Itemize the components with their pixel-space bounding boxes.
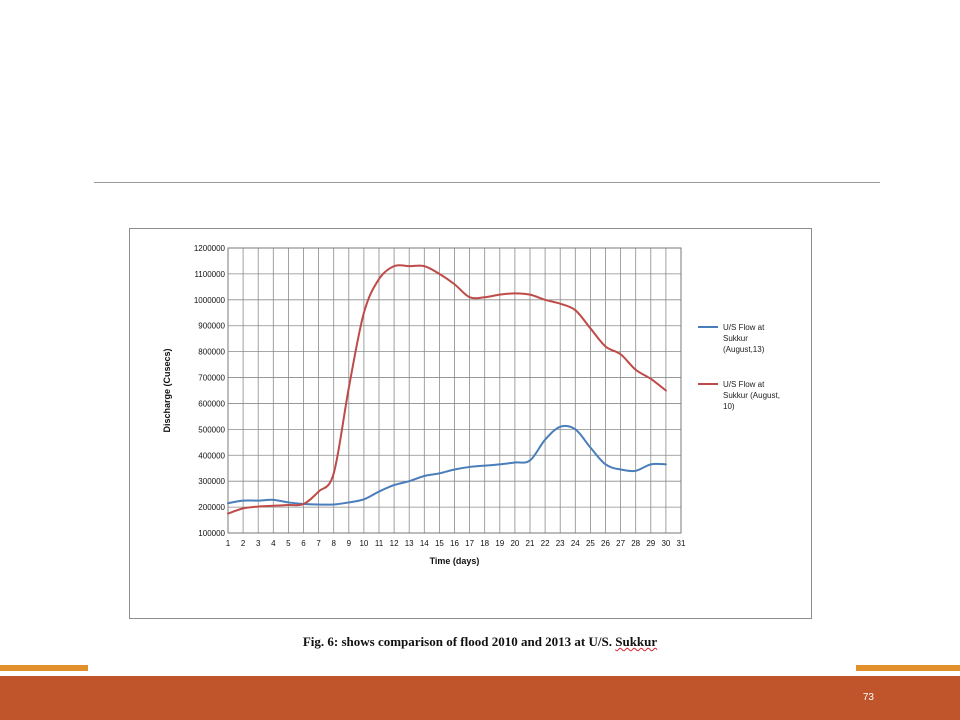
x-tick-label: 3 [256, 539, 261, 548]
legend-label-2: U/S Flow at [723, 380, 765, 389]
x-tick-label: 17 [465, 539, 474, 548]
x-tick-label: 27 [616, 539, 625, 548]
legend-label-2: Sukkur (August, [723, 391, 780, 400]
x-tick-label: 23 [556, 539, 565, 548]
title-divider-line [94, 182, 880, 183]
y-tick-label: 800000 [198, 348, 225, 357]
plot-area-border [227, 247, 682, 534]
figure-caption: Fig. 6: shows comparison of flood 2010 a… [0, 634, 960, 650]
legend-label-1: Sukkur [723, 334, 748, 343]
series-line-2 [227, 264, 667, 515]
x-tick-label: 12 [390, 539, 399, 548]
y-tick-label: 300000 [198, 477, 225, 486]
x-tick-label: 10 [359, 539, 368, 548]
x-tick-label: 11 [375, 539, 384, 548]
x-tick-label: 9 [347, 539, 352, 548]
x-tick-label: 7 [316, 539, 321, 548]
y-tick-label: 1200000 [194, 244, 226, 253]
discharge-line-chart: 100000 200000 300000 400000 500000 600000 7000… [162, 244, 780, 566]
x-tick-label: 21 [526, 539, 535, 548]
legend-label-2: 10) [723, 402, 735, 411]
y-tick-label: 900000 [198, 322, 225, 331]
figure-frame: 100000 200000 300000 400000 500000 600000 7000… [129, 228, 812, 619]
x-tick-label: 14 [420, 539, 429, 548]
x-tick-label: 26 [601, 539, 610, 548]
x-tick-label: 5 [286, 539, 291, 548]
footer-accent-stripe-left [0, 665, 88, 671]
caption-text: Fig. 6: shows comparison of flood 2010 a… [302, 634, 616, 649]
series-line-1 [227, 424, 667, 506]
y-axis-title: Discharge (Cusecs) [162, 348, 172, 432]
y-tick-label: 600000 [198, 399, 225, 408]
y-tick-label: 1100000 [194, 270, 225, 279]
x-tick-label: 30 [661, 539, 670, 548]
chart-legend: U/S Flow at Sukkur (August,13) U/S Flow at S… [698, 323, 780, 411]
legend-label-1: U/S Flow at [723, 323, 765, 332]
x-tick-label: 16 [450, 539, 459, 548]
footer-accent-stripe-right [856, 665, 960, 671]
x-tick-label: 24 [571, 539, 580, 548]
y-tick-label: 400000 [198, 451, 225, 460]
chart-gridlines [227, 247, 682, 534]
legend-label-1: (August,13) [723, 345, 765, 354]
x-tick-label: 13 [405, 539, 414, 548]
x-axis-title: Time (days) [430, 556, 480, 566]
y-tick-label: 1000000 [194, 296, 226, 305]
x-tick-label: 2 [241, 539, 246, 548]
x-tick-label: 19 [495, 539, 504, 548]
chart-series [227, 264, 667, 515]
y-tick-label: 700000 [198, 374, 225, 383]
x-tick-label: 29 [646, 539, 655, 548]
footer-band [0, 676, 960, 720]
y-tick-label: 200000 [198, 503, 225, 512]
x-tick-label: 18 [480, 539, 489, 548]
y-tick-label: 100000 [198, 529, 225, 538]
x-tick-label: 4 [271, 539, 276, 548]
y-tick-label: 500000 [198, 425, 225, 434]
page-number: 73 [862, 692, 874, 703]
x-tick-label: 1 [226, 539, 231, 548]
x-tick-label: 31 [677, 539, 686, 548]
x-tick-label: 6 [301, 539, 306, 548]
x-tick-label: 15 [435, 539, 444, 548]
y-axis-ticks: 100000 200000 300000 400000 500000 600000 7000… [194, 244, 226, 538]
x-tick-label: 25 [586, 539, 595, 548]
x-tick-label: 20 [510, 539, 519, 548]
x-tick-label: 22 [541, 539, 550, 548]
caption-sukkur-word: Sukkur [615, 634, 658, 649]
x-tick-label: 8 [331, 539, 336, 548]
x-tick-label: 28 [631, 539, 640, 548]
x-axis-ticks: 1 2 3 4 5 6 7 8 9 10 11 12 13 14 15 16 17 18 19 20 21 22 23 24 2… [226, 539, 686, 548]
